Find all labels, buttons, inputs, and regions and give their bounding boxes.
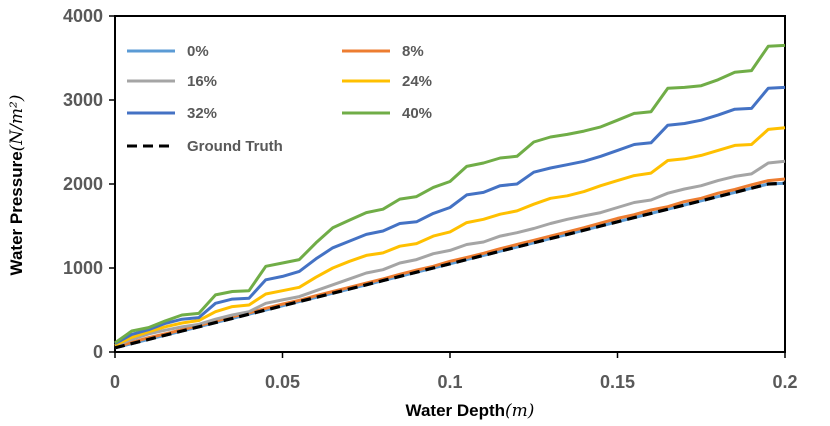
legend-label-16pct: 16%: [187, 73, 217, 90]
series-line-24pct: [114, 126, 786, 347]
series-line-32pct: [114, 85, 786, 345]
legend-label-ground-truth: Ground Truth: [187, 138, 283, 155]
y-tick-label: 0: [93, 342, 103, 362]
legend: 0% 8% 16% 24% 32% 40% Ground Truth: [127, 43, 432, 155]
legend-label-0pct: 0%: [187, 43, 209, 60]
y-tick-label: 3000: [63, 90, 103, 110]
y-tick-label: 4000: [63, 6, 103, 26]
x-tick-label: 0: [110, 372, 120, 392]
series-line-16pct: [114, 159, 786, 348]
legend-label-24pct: 24%: [402, 73, 432, 90]
legend-label-32pct: 32%: [187, 105, 217, 122]
series-lines: [114, 43, 786, 350]
y-tick-label: 2000: [63, 174, 103, 194]
y-tick-label: 1000: [63, 258, 103, 278]
x-tick-label: 0.2: [772, 372, 797, 392]
series-line-40pct: [114, 43, 786, 345]
series-line-ground-truth: [114, 181, 786, 350]
legend-label-40pct: 40%: [402, 105, 432, 122]
legend-label-8pct: 8%: [402, 43, 424, 60]
x-tick-label: 0.15: [600, 372, 635, 392]
y-axis-label: Water Pressure(N/m²): [7, 95, 27, 276]
x-tick-label: 0.05: [265, 372, 300, 392]
x-tick-label: 0.1: [437, 372, 462, 392]
axes: 0 1000 2000 3000 4000 0 0.05 0.1 0.15 0.2: [63, 6, 798, 392]
x-axis-label: Water Depth(m): [406, 401, 535, 421]
